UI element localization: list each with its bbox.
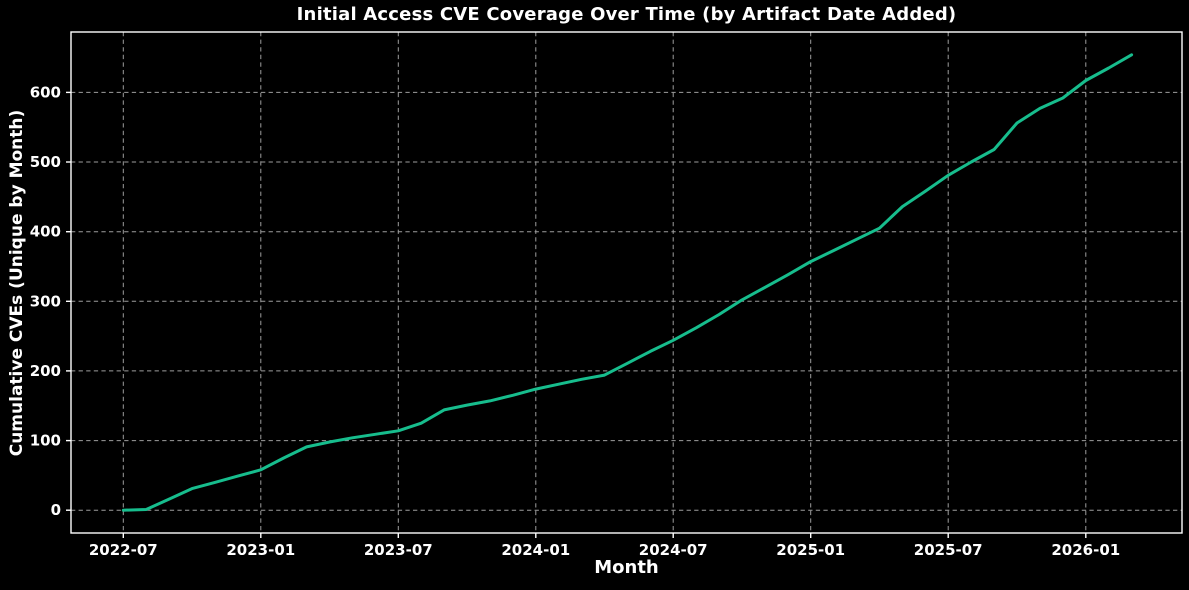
x-tick-label: 2026-01	[1051, 541, 1120, 559]
x-tick-label: 2023-07	[364, 541, 433, 559]
tick-labels: 0 100 200 300 400 500 600 2022-07 2023-01 2023-07…	[30, 83, 1121, 559]
chart-title: Initial Access CVE Coverage Over Time (b…	[296, 4, 957, 25]
y-tick-label: 400	[30, 223, 61, 241]
y-tick-label: 300	[30, 292, 61, 310]
axis-ticks	[66, 91, 1087, 538]
x-tick-label: 2023-01	[226, 541, 295, 559]
plot-border	[70, 31, 1183, 534]
x-tick-label: 2025-07	[914, 541, 983, 559]
y-tick-label: 600	[30, 83, 61, 101]
x-tick-label: 2022-07	[89, 541, 158, 559]
cumulative-cve-line	[121, 53, 1134, 512]
y-tick-label: 500	[30, 153, 61, 171]
y-tick-label: 200	[30, 362, 61, 380]
x-tick-label: 2024-01	[501, 541, 570, 559]
x-tick-label: 2024-07	[639, 541, 708, 559]
x-tick-label: 2025-01	[776, 541, 845, 559]
y-tick-label: 100	[30, 432, 61, 450]
gridlines	[71, 32, 1182, 533]
y-tick-label: 0	[51, 501, 61, 519]
x-axis-label: Month	[594, 557, 659, 578]
